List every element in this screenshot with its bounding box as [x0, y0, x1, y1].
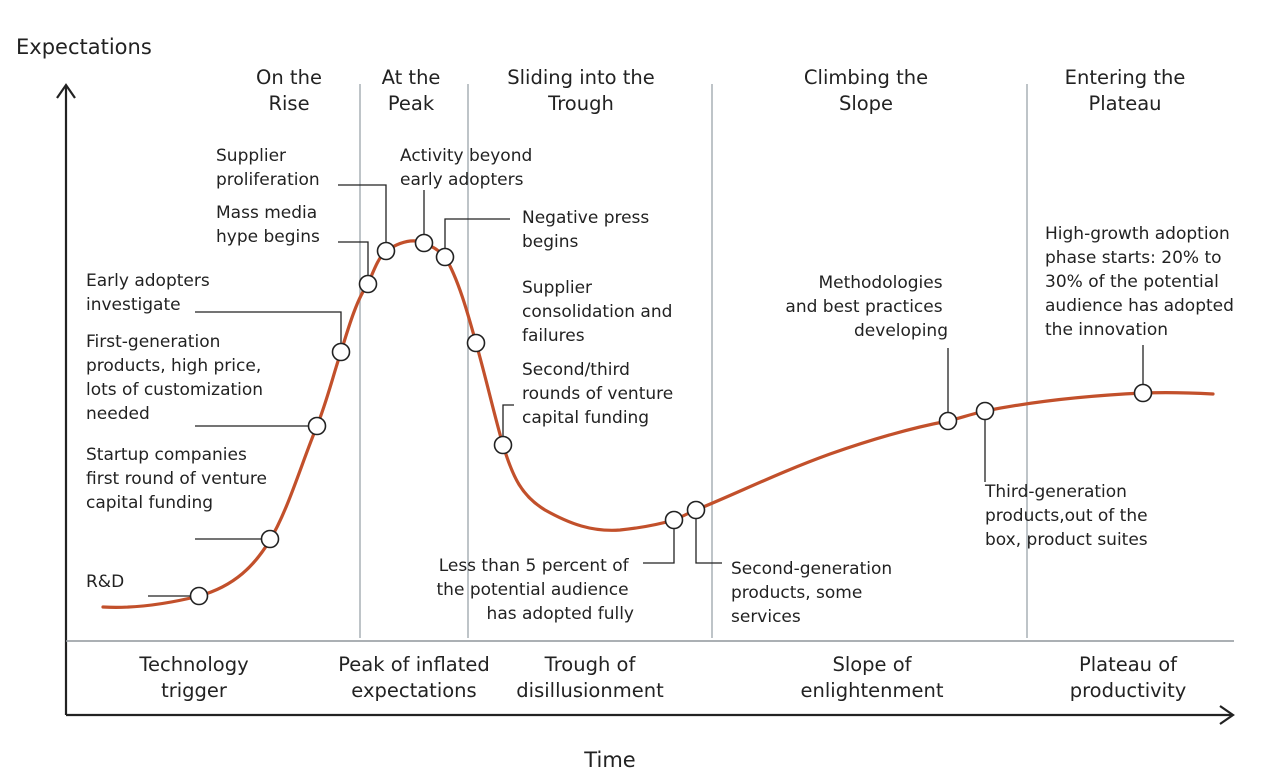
- y-axis-arrow: [56, 83, 76, 99]
- leader-early-adopters: [195, 311, 342, 351]
- stage-plateau: Plateau of productivity: [1070, 653, 1187, 702]
- phase-titles: On the Rise At the Peak Sliding into the Tr…: [256, 66, 1185, 115]
- marker-startup-funding: [260, 529, 280, 549]
- leader-less-than-5: [643, 520, 675, 564]
- stage-labels: Technology trigger Peak of inflated expect…: [138, 653, 1186, 702]
- marker-methodologies: [938, 411, 958, 431]
- leader-second-gen-products: [695, 510, 722, 564]
- phase-title-rise: On the Rise: [256, 66, 322, 115]
- phase-title-trough: Sliding into the Trough: [507, 66, 655, 115]
- marker-third-gen-products: [975, 401, 995, 421]
- phase-title-slope: Climbing the Slope: [804, 66, 928, 115]
- annotation-early-adopters: Early adopters investigate: [86, 271, 215, 315]
- annotation-venture-rounds: Second/third rounds of venture capital f…: [522, 360, 679, 428]
- curve-markers: [189, 233, 1153, 606]
- marker-r-and-d: [189, 586, 209, 606]
- annotation-first-gen-products: First-generation products, high price, l…: [86, 332, 268, 424]
- annotation-third-gen-products: Third-generation products,out of the box…: [984, 482, 1153, 550]
- y-axis-title: Expectations: [16, 35, 152, 59]
- stage-peak: Peak of inflated expectations: [338, 653, 490, 702]
- annotation-r-and-d: R&D: [86, 572, 124, 592]
- marker-supplier-proliferation: [376, 241, 396, 261]
- phase-title-peak: At the Peak: [382, 66, 441, 115]
- x-axis-title: Time: [583, 748, 635, 772]
- phase-title-plateau: Entering the Plateau: [1065, 66, 1186, 115]
- stage-trough: Trough of disillusionment: [516, 653, 664, 702]
- marker-less-than-5: [664, 510, 684, 530]
- marker-activity-beyond: [414, 233, 434, 253]
- annotation-high-growth: High-growth adoption phase starts: 20% t…: [1045, 224, 1239, 340]
- marker-venture-rounds: [493, 435, 513, 455]
- annotations: R&D Startup companies first round of ven…: [86, 146, 1239, 627]
- marker-high-growth: [1133, 383, 1153, 403]
- annotation-activity-beyond: Activity beyond early adopters: [400, 146, 538, 190]
- leader-supplier-proliferation: [338, 184, 387, 251]
- phase-dividers: [359, 84, 1028, 638]
- marker-first-gen-products: [307, 416, 327, 436]
- stage-slope: Slope of enlightenment: [801, 653, 944, 702]
- leader-mass-media-hype: [338, 241, 369, 284]
- marker-early-adopters: [331, 342, 351, 362]
- annotation-mass-media-hype: Mass media hype begins: [216, 203, 323, 247]
- marker-negative-press: [435, 247, 455, 267]
- leader-lines: [148, 184, 1144, 597]
- leader-negative-press: [444, 218, 510, 257]
- x-axis-arrow: [1219, 705, 1235, 725]
- annotation-supplier-consolidation: Supplier consolidation and failures: [522, 278, 678, 346]
- leader-venture-rounds: [502, 404, 514, 445]
- marker-supplier-consolidation: [466, 333, 486, 353]
- annotation-startup-funding: Startup companies first round of venture…: [86, 445, 272, 513]
- stage-technology-trigger: Technology trigger: [138, 653, 248, 702]
- axes: [56, 83, 1235, 725]
- annotation-supplier-proliferation: Supplier proliferation: [216, 146, 320, 190]
- marker-second-gen-products: [686, 500, 706, 520]
- annotation-less-than-5: Less than 5 percent of the potential aud…: [437, 556, 634, 624]
- annotation-second-gen-products: Second-generation products, some service…: [731, 559, 898, 627]
- marker-mass-media-hype: [358, 274, 378, 294]
- annotation-methodologies: Methodologies and best practices develop…: [785, 273, 948, 341]
- annotation-negative-press: Negative press begins: [522, 208, 655, 252]
